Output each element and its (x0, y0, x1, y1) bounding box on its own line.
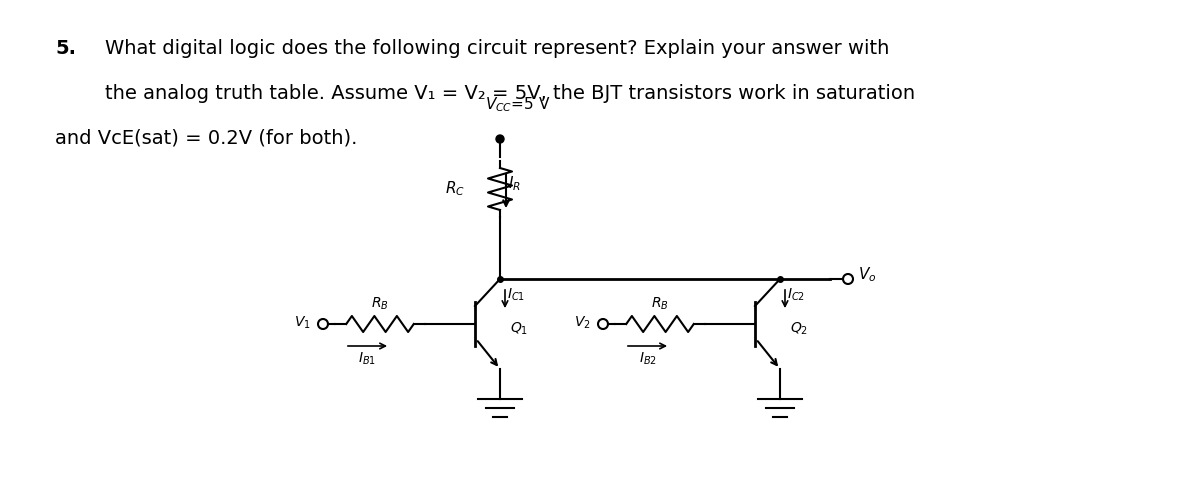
Text: $V_{CC}$=5 V: $V_{CC}$=5 V (485, 95, 551, 114)
Text: $I_R$: $I_R$ (508, 175, 521, 193)
Text: What digital logic does the following circuit represent? Explain your answer wit: What digital logic does the following ci… (106, 39, 889, 58)
Text: $I_{B2}$: $I_{B2}$ (638, 351, 656, 368)
Text: and VᴄE(sat) = 0.2V (for both).: and VᴄE(sat) = 0.2V (for both). (55, 129, 358, 148)
Text: $Q_1$: $Q_1$ (510, 321, 528, 337)
Text: the analog truth table. Assume V₁ = V₂ = 5V, the BJT transistors work in saturat: the analog truth table. Assume V₁ = V₂ =… (106, 84, 916, 103)
Text: $V_2$: $V_2$ (575, 315, 590, 331)
Text: $R_C$: $R_C$ (445, 180, 466, 199)
Text: 5.: 5. (55, 39, 76, 58)
Text: $Q_2$: $Q_2$ (790, 321, 808, 337)
Text: $I_{C2}$: $I_{C2}$ (787, 287, 805, 303)
Text: $I_{B1}$: $I_{B1}$ (359, 351, 377, 368)
Text: $V_1$: $V_1$ (294, 315, 311, 331)
Text: $R_B$: $R_B$ (371, 295, 389, 312)
Text: $I_{C1}$: $I_{C1}$ (508, 287, 526, 303)
Circle shape (496, 135, 504, 143)
Text: $R_B$: $R_B$ (652, 295, 668, 312)
Text: $V_o$: $V_o$ (858, 266, 876, 285)
